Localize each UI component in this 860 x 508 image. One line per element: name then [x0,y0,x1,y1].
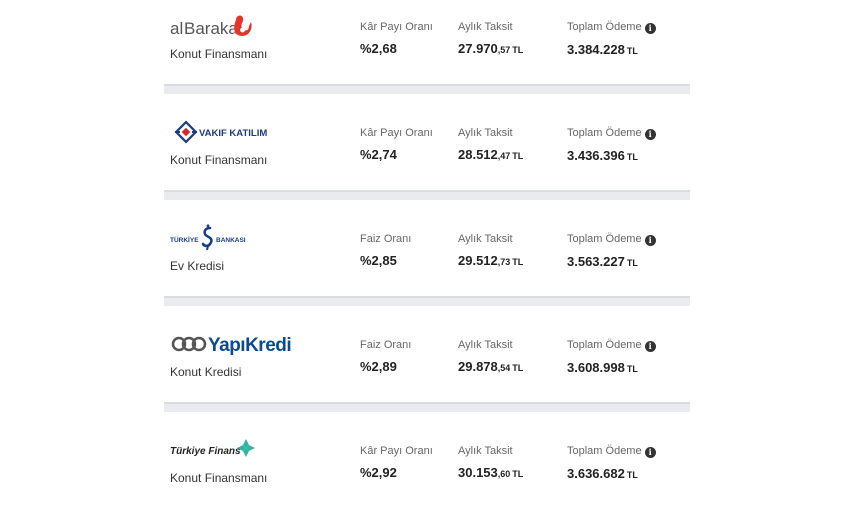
rate-value: %2,85 [360,253,397,268]
offer-card-is-bankasi[interactable]: TÜRKİYE BANKASI Ev Kredisi Faiz Oranı %2… [164,212,690,296]
rate-label: Faiz Oranı [360,339,412,351]
total-value: 3.608.998 TL [567,360,638,375]
monthly-value: 29.878,54 TL [458,359,524,374]
info-circle-icon[interactable]: i [644,235,656,246]
vakif-katilim-logo-text: VAKIF KATILIM [199,128,267,139]
offer-card-vakif-katilim[interactable]: VAKIF KATILIM Konut Finansmanı Kâr Payı … [164,106,690,190]
monthly-value: 27.970,57 TL [458,41,524,56]
rate-column: Kâr Payı Oranı %2,74 [360,127,433,162]
total-column: Toplam Ödeme i 3.563.227 TL [567,233,656,269]
info-circle-icon[interactable]: i [644,447,656,458]
monthly-value: 29.512,73 TL [458,253,524,268]
yapi-kredi-logo-text: YapıKredi [208,335,291,356]
monthly-column: Aylık Taksit 28.512,47 TL [458,127,523,162]
rate-label: Faiz Oranı [360,233,412,245]
yapi-kredi-logo: YapıKredi [170,330,300,356]
monthly-label: Aylık Taksit [458,127,513,139]
offer-card-albaraka[interactable]: al Baraka Konut Finansmanı Kâr Payı Oran… [164,0,690,84]
total-value: 3.636.682 TL [567,466,638,481]
offer-list: al Baraka Konut Finansmanı Kâr Payı Oran… [164,0,690,508]
monthly-label: Aylık Taksit [458,21,513,33]
monthly-column: Aylık Taksit 29.512,73 TL [458,233,523,268]
total-label: Toplam Ödeme i [567,127,656,140]
monthly-label: Aylık Taksit [458,339,513,351]
rate-column: Kâr Payı Oranı %2,92 [360,445,433,480]
total-value: 3.563.227 TL [567,254,638,269]
rate-value: %2,89 [360,359,397,374]
is-bankasi-logo: TÜRKİYE BANKASI [170,224,300,251]
info-circle-icon[interactable]: i [644,129,656,140]
rate-label: Kâr Payı Oranı [360,127,433,139]
monthly-column: Aylık Taksit 27.970,57 TL [458,21,523,56]
svg-text:al: al [170,19,183,38]
monthly-label: Aylık Taksit [458,233,513,245]
info-circle-icon[interactable]: i [644,341,656,352]
separator [164,296,690,306]
monthly-column: Aylık Taksit 30.153,60 TL [458,445,523,480]
svg-text:TÜRKİYE: TÜRKİYE [170,235,199,244]
rate-label: Kâr Payı Oranı [360,445,433,457]
product-name: Konut Kredisi [170,365,242,379]
rate-label: Kâr Payı Oranı [360,21,433,33]
product-name: Konut Finansmanı [170,153,268,167]
total-column: Toplam Ödeme i 3.608.998 TL [567,339,656,375]
separator [164,402,690,412]
product-name: Konut Finansmanı [170,471,268,485]
total-label: Toplam Ödeme i [567,445,656,458]
svg-text:BANKASI: BANKASI [216,237,246,244]
monthly-value: 30.153,60 TL [458,465,524,480]
total-value: 3.436.396 TL [567,148,638,163]
offer-card-turkiye-finans[interactable]: Türkiye Finans Konut Finansmanı Kâr Payı… [164,424,690,508]
separator [164,84,690,94]
rate-column: Kâr Payı Oranı %2,68 [360,21,433,56]
monthly-label: Aylık Taksit [458,445,513,457]
total-column: Toplam Ödeme i 3.384.228 TL [567,21,656,57]
rate-column: Faiz Oranı %2,89 [360,339,411,374]
total-column: Toplam Ödeme i 3.636.682 TL [567,445,656,481]
total-column: Toplam Ödeme i 3.436.396 TL [567,127,656,163]
rate-value: %2,74 [360,147,397,162]
turkiye-finans-logo: Türkiye Finans [170,436,300,462]
rate-column: Faiz Oranı %2,85 [360,233,411,268]
monthly-column: Aylık Taksit 29.878,54 TL [458,339,523,374]
total-label: Toplam Ödeme i [567,233,656,246]
product-name: Ev Kredisi [170,259,225,273]
total-label: Toplam Ödeme i [567,21,656,34]
product-name: Konut Finansmanı [170,47,268,61]
separator [164,190,690,200]
albaraka-logo: al Baraka [170,12,300,38]
monthly-value: 28.512,47 TL [458,147,524,162]
total-value: 3.384.228 TL [567,42,638,57]
turkiye-finans-logo-text: Türkiye Finans [170,446,241,457]
offer-card-yapi-kredi[interactable]: YapıKredi Konut Kredisi Faiz Oranı %2,89… [164,318,690,402]
svg-text:Baraka: Baraka [184,19,238,38]
rate-value: %2,68 [360,41,397,56]
vakif-katilim-logo: VAKIF KATILIM [170,118,300,144]
total-label: Toplam Ödeme i [567,339,656,352]
info-circle-icon[interactable]: i [644,23,656,34]
rate-value: %2,92 [360,465,397,480]
